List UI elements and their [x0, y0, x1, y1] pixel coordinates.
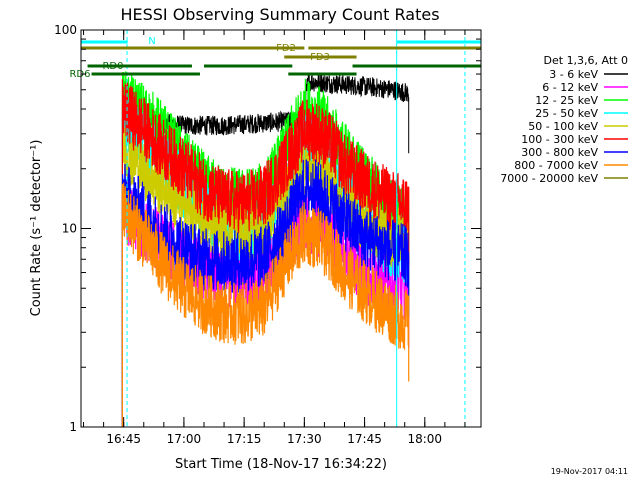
- y-tick-label-1: 10: [62, 222, 77, 236]
- flag-label-n: N: [148, 36, 155, 47]
- chart-title: HESSI Observing Summary Count Rates: [120, 5, 439, 24]
- legend-label-2: 12 - 25 keV: [535, 94, 598, 107]
- flag-label-fd3: FD3: [310, 52, 330, 63]
- legend-title: Det 1,3,6, Att 0: [544, 54, 628, 67]
- legend-label-7: 800 - 7000 keV: [514, 159, 598, 172]
- legend-label-0: 3 - 6 keV: [549, 68, 598, 81]
- legend-label-5: 100 - 300 keV: [521, 133, 598, 146]
- x-axis-label: Start Time (18-Nov-17 16:34:22): [175, 457, 387, 472]
- x-tick-label-4: 17:45: [347, 432, 382, 446]
- flag-label-rd6: RD6: [69, 69, 90, 80]
- y-tick-label-0: 1: [69, 420, 77, 434]
- axes-layer: 16:45 17:00 17:15 17:30 17:45 18:00 1 10 100: [54, 23, 481, 446]
- flags-layer: N FD2 FD3 RD0 RD6: [69, 36, 481, 80]
- y-tick-label-2: 100: [54, 23, 77, 37]
- y-axis-label: Count Rate (s⁻¹ detector⁻¹): [29, 140, 44, 317]
- legend-label-6: 300 - 800 keV: [521, 146, 598, 159]
- x-tick-label-1: 17:00: [167, 432, 202, 446]
- x-tick-label-2: 17:15: [227, 432, 262, 446]
- x-tick-label-0: 16:45: [106, 432, 141, 446]
- legend-label-3: 25 - 50 keV: [535, 107, 598, 120]
- legend-label-8: 7000 - 20000 keV: [500, 172, 598, 185]
- series-line-7: [121, 182, 410, 427]
- data-layer: [80, 30, 466, 427]
- x-tick-label-5: 18:00: [407, 432, 442, 446]
- legend-label-1: 6 - 12 keV: [542, 81, 598, 94]
- flag-label-fd2: FD2: [276, 43, 296, 54]
- series-line-5: [121, 79, 410, 427]
- x-tick-label-3: 17:30: [287, 432, 322, 446]
- legend-label-4: 50 - 100 keV: [528, 120, 598, 133]
- flag-label-rd0: RD0: [102, 61, 123, 72]
- footer-timestamp: 19-Nov-2017 04:11: [551, 467, 628, 476]
